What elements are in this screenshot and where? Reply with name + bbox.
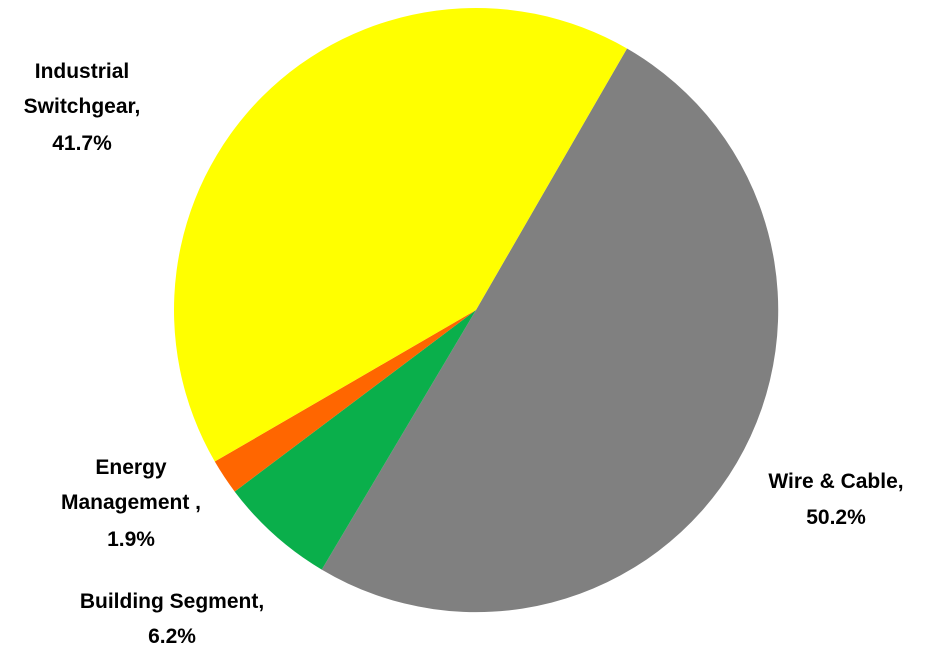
slice-label-industrial-switchgear: Industrial Switchgear, 41.7% [24,60,141,155]
slice-name-label: Building Segment, [80,590,264,613]
slice-name-label: Wire & Cable, [768,470,903,493]
slice-percent-label: 50.2% [806,506,866,529]
slice-label-energy-management: Energy Management , 1.9% [61,456,201,551]
pie-slice-industrial-switchgear [174,8,627,462]
slice-name-label: Switchgear, [24,95,141,118]
slices-layer [174,8,779,613]
pie-slice-energy-management [214,310,476,492]
slice-label-building-segment: Building Segment, 6.2% [80,590,264,648]
slice-percent-label: 41.7% [52,132,112,155]
slice-name-label: Energy [95,456,167,479]
slice-percent-label: 6.2% [148,625,196,648]
pie-slice-wire-cable [321,48,779,613]
labels-layer: Wire & Cable, 50.2% Building Segment, 6.2% E… [24,60,904,648]
slice-name-label: Management , [61,491,201,514]
slice-name-label: Industrial [35,60,130,83]
pie-slice-building-segment [234,310,476,570]
slice-percent-label: 1.9% [107,528,155,551]
slice-label-wire-cable: Wire & Cable, 50.2% [768,470,903,529]
